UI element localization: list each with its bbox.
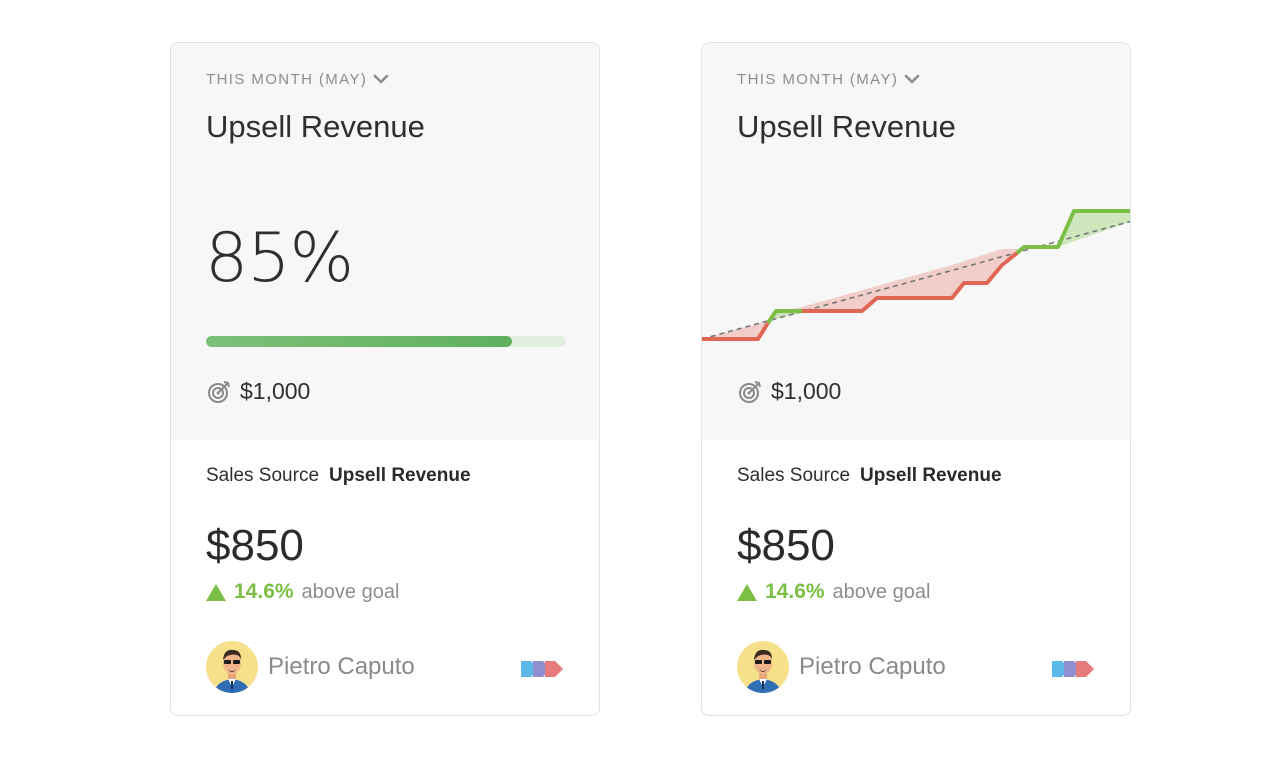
sales-source: Sales Source Upsell Revenue	[206, 465, 471, 487]
above-target-area	[1022, 211, 1130, 249]
sales-source-label: Sales Source	[206, 465, 320, 486]
goal-card-percent[interactable]: THIS MONTH (MAY) Upsell Revenue 85% $1,0…	[170, 42, 600, 716]
sales-source-value: Upsell Revenue	[860, 465, 1002, 486]
target-icon	[208, 380, 230, 403]
period-dropdown[interactable]: THIS MONTH (MAY)	[737, 71, 920, 88]
progress-bar	[206, 336, 566, 347]
avatar[interactable]	[206, 641, 258, 693]
sales-source-label: Sales Source	[737, 465, 851, 486]
trend-chart	[702, 209, 1130, 341]
goal-delta: 14.6% above goal	[206, 580, 399, 604]
period-dropdown[interactable]: THIS MONTH (MAY)	[206, 71, 389, 88]
goal-delta: 14.6% above goal	[737, 580, 930, 604]
delta-label: above goal	[301, 580, 400, 603]
avatar[interactable]	[737, 641, 789, 693]
chevron-down-icon	[904, 74, 920, 84]
tags-icon[interactable]	[1050, 653, 1102, 681]
current-amount: $850	[737, 521, 835, 570]
card-title: Upsell Revenue	[206, 109, 425, 144]
owner[interactable]: Pietro Caputo	[737, 641, 946, 693]
goal-target: $1,000	[206, 378, 310, 405]
owner[interactable]: Pietro Caputo	[206, 641, 415, 693]
progress-bar-fill	[206, 336, 512, 347]
goal-amount: $1,000	[771, 378, 842, 404]
actual-line-below	[702, 321, 770, 341]
up-arrow-icon	[206, 583, 226, 601]
chevron-down-icon	[373, 74, 389, 84]
goal-target: $1,000	[737, 378, 841, 405]
card-title: Upsell Revenue	[737, 109, 956, 144]
period-label: THIS MONTH (MAY)	[206, 71, 368, 88]
target-icon	[739, 380, 761, 403]
actual-line-below	[802, 251, 1019, 313]
delta-value: 14.6%	[234, 580, 294, 603]
delta-label: above goal	[832, 580, 931, 603]
current-amount: $850	[206, 521, 304, 570]
actual-line-above	[766, 309, 802, 325]
owner-name: Pietro Caputo	[799, 653, 946, 680]
delta-value: 14.6%	[765, 580, 825, 603]
actual-line-above	[1015, 209, 1130, 255]
sales-source-value: Upsell Revenue	[329, 465, 471, 486]
owner-name: Pietro Caputo	[268, 653, 415, 680]
up-arrow-icon	[737, 583, 757, 601]
period-label: THIS MONTH (MAY)	[737, 71, 899, 88]
tags-icon[interactable]	[519, 653, 571, 681]
card-summary-panel: THIS MONTH (MAY) Upsell Revenue	[702, 43, 1130, 440]
progress-percent: 85%	[205, 219, 354, 298]
sales-source: Sales Source Upsell Revenue	[737, 465, 1002, 487]
goal-card-trend[interactable]: THIS MONTH (MAY) Upsell Revenue	[701, 42, 1131, 716]
goal-amount: $1,000	[240, 378, 311, 404]
card-summary-panel: THIS MONTH (MAY) Upsell Revenue 85% $1,0…	[171, 43, 599, 440]
